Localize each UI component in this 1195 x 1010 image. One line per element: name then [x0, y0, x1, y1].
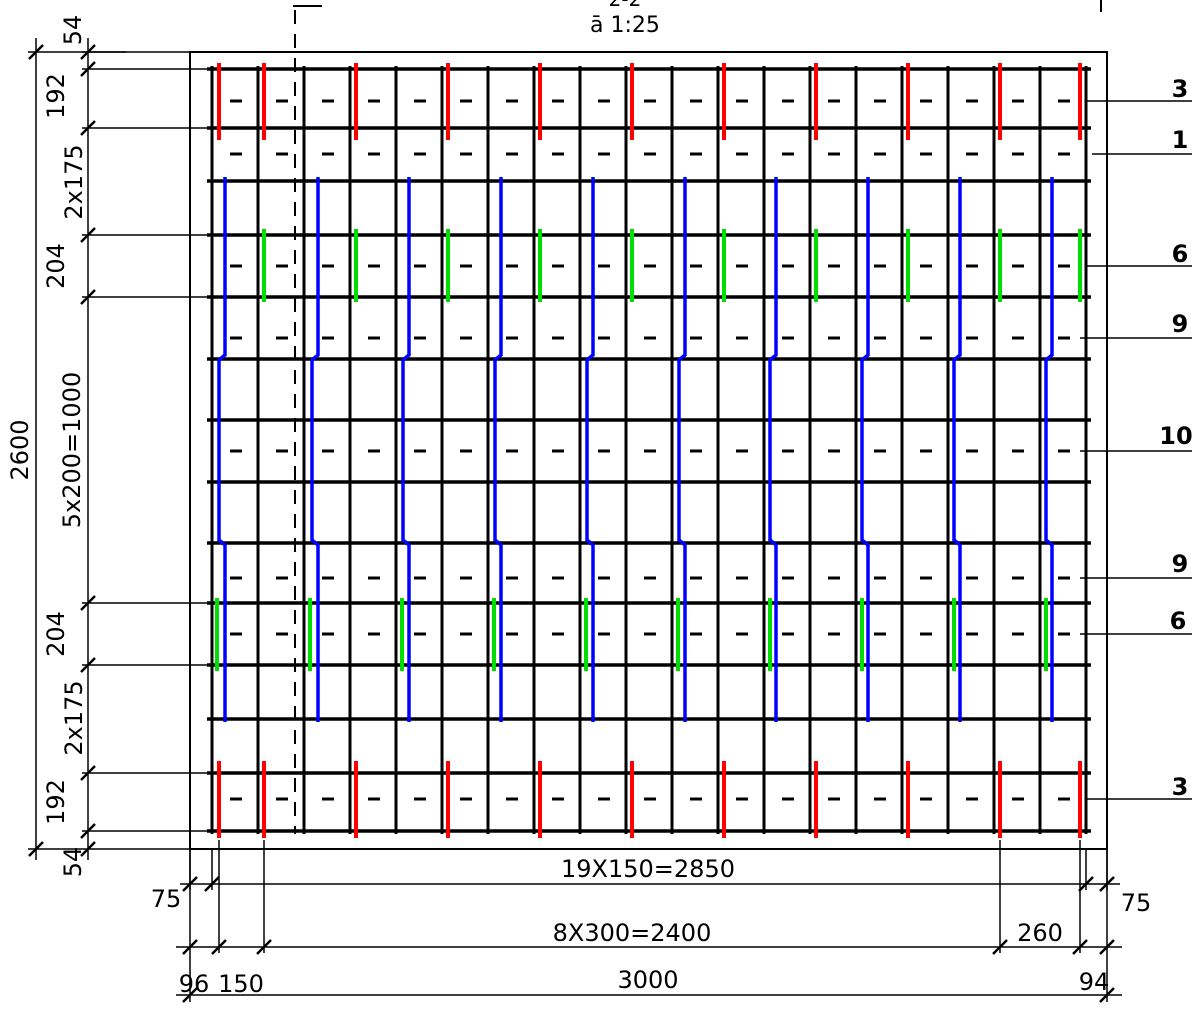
- dim-top-204: 204: [42, 243, 70, 289]
- dim-tick: [80, 595, 96, 611]
- dim-right-75: 75: [1121, 889, 1152, 917]
- dim-left-96: 96: [179, 970, 210, 998]
- dim-260: 260: [1017, 919, 1063, 947]
- dim-tick: [80, 61, 96, 77]
- dim-right-94: 94: [1079, 968, 1110, 996]
- blue-bar: [677, 177, 687, 722]
- dim-bars: 8X300=2400: [553, 919, 712, 947]
- colored-bars: [215, 63, 1082, 838]
- blue-bar: [1044, 177, 1054, 722]
- blue-bar: [493, 177, 503, 722]
- dim-tick: [28, 841, 44, 857]
- blue-bar: [217, 177, 227, 722]
- dim-top-54: 54: [59, 15, 87, 46]
- callout-6-bottom: 6: [1170, 607, 1187, 635]
- dim-tick: [80, 227, 96, 243]
- dim-top-192: 192: [42, 73, 70, 119]
- dim-total-height: 2600: [6, 419, 34, 480]
- section-scale: ā 1:25: [590, 13, 660, 38]
- dim-tick: [28, 44, 44, 60]
- blue-bar: [401, 177, 411, 722]
- blue-bar: [310, 177, 320, 722]
- reinforcement-grid: [28, 10, 1091, 850]
- callout-9-top: 9: [1172, 310, 1189, 338]
- dim-tick: [80, 657, 96, 673]
- callout-9-bottom: 9: [1172, 550, 1189, 578]
- blue-bar: [860, 177, 870, 722]
- dim-bottom-54: 54: [59, 847, 87, 878]
- dim-left-75: 75: [151, 885, 182, 913]
- longitudinal-bar-sections: [230, 99, 1070, 801]
- dim-tick: [80, 823, 96, 839]
- dim-bottom-2x175: 2x175: [60, 680, 88, 755]
- callout-3-bottom: 3: [1172, 773, 1189, 801]
- dim-tick: [80, 120, 96, 136]
- dim-tick: [80, 765, 96, 781]
- dim-tick: [80, 841, 96, 857]
- dim-150: 150: [218, 970, 264, 998]
- dim-tick: [80, 289, 96, 305]
- dim-bottom-204: 204: [42, 611, 70, 657]
- dim-middle-5x200: 5x200=1000: [58, 372, 86, 528]
- blue-bar: [952, 177, 962, 722]
- callout-leaders: [1080, 100, 1192, 800]
- dimension-lines: [28, 38, 1122, 1003]
- dim-stirrups: 19X150=2850: [561, 855, 735, 883]
- dim-total-width: 3000: [617, 966, 678, 994]
- callout-1: 1: [1172, 126, 1189, 154]
- callout-3-top: 3: [1172, 75, 1189, 103]
- dim-top-2x175: 2x175: [60, 144, 88, 219]
- dim-bottom-192: 192: [42, 779, 70, 825]
- blue-bar: [768, 177, 778, 722]
- section-title: 2-2: [609, 0, 642, 11]
- callout-10: 10: [1159, 422, 1192, 450]
- callout-6-top: 6: [1172, 240, 1189, 268]
- blue-bar: [585, 177, 595, 722]
